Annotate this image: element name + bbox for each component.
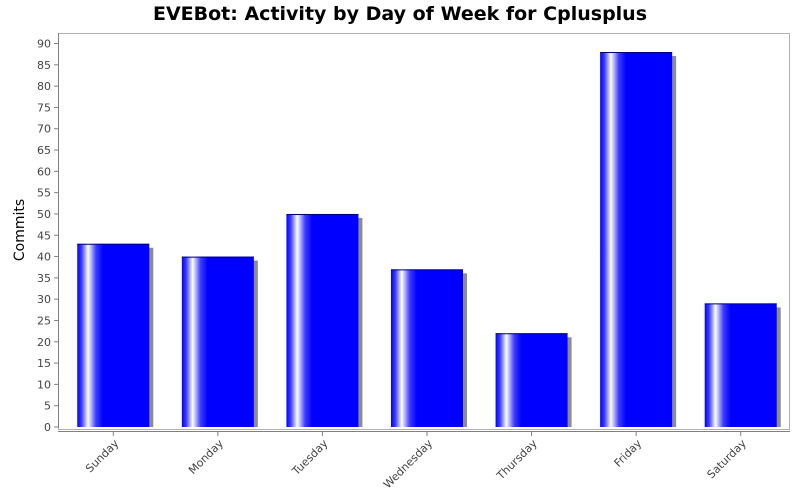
y-tick-label: 90 bbox=[37, 38, 51, 51]
y-tick-label: 25 bbox=[37, 314, 51, 327]
y-tick-label: 80 bbox=[37, 80, 51, 93]
y-tick-label: 65 bbox=[37, 144, 51, 157]
bar-sunday bbox=[77, 243, 150, 427]
y-axis-label: Commits bbox=[12, 199, 28, 261]
y-tick-label: 0 bbox=[44, 421, 51, 434]
y-tick-label: 85 bbox=[37, 59, 51, 72]
y-axis: 0 5 10 15 20 25 30 35 40 45 50 55 60 65 70 75 80 85 90 bbox=[37, 38, 58, 434]
bar-tuesday bbox=[286, 213, 359, 427]
x-tick-label-sunday: Sunday bbox=[83, 437, 122, 476]
x-tick-label-friday: Friday bbox=[611, 437, 644, 470]
bar-monday bbox=[181, 256, 254, 427]
y-tick-label: 15 bbox=[37, 357, 51, 370]
bars bbox=[77, 52, 777, 427]
bar-friday bbox=[600, 52, 673, 427]
x-tick-label-wednesday: Wednesday bbox=[381, 437, 436, 492]
chart-title: EVEBot: Activity by Day of Week for Cplu… bbox=[153, 3, 647, 25]
bar-thursday bbox=[495, 333, 568, 427]
y-tick-label: 50 bbox=[37, 208, 51, 221]
x-axis: Sunday Monday Tuesday Wednesday Thursday Frid… bbox=[83, 432, 749, 491]
y-tick-label: 70 bbox=[37, 123, 51, 136]
y-tick-label: 5 bbox=[44, 400, 51, 413]
x-tick-label-saturday: Saturday bbox=[705, 437, 750, 482]
y-tick-label: 60 bbox=[37, 165, 51, 178]
x-tick-label-tuesday: Tuesday bbox=[289, 437, 331, 479]
y-tick-label: 20 bbox=[37, 336, 51, 349]
y-tick-label: 35 bbox=[37, 272, 51, 285]
y-tick-label: 45 bbox=[37, 229, 51, 242]
y-tick-label: 40 bbox=[37, 251, 51, 264]
y-tick-label: 55 bbox=[37, 187, 51, 200]
x-tick-label-thursday: Thursday bbox=[494, 437, 540, 483]
y-tick-label: 30 bbox=[37, 293, 51, 306]
bar-wednesday bbox=[391, 269, 463, 427]
x-tick-label-monday: Monday bbox=[186, 437, 226, 477]
y-tick-label: 75 bbox=[37, 101, 51, 114]
y-tick-label: 10 bbox=[37, 378, 51, 391]
bar-saturday bbox=[704, 303, 777, 427]
